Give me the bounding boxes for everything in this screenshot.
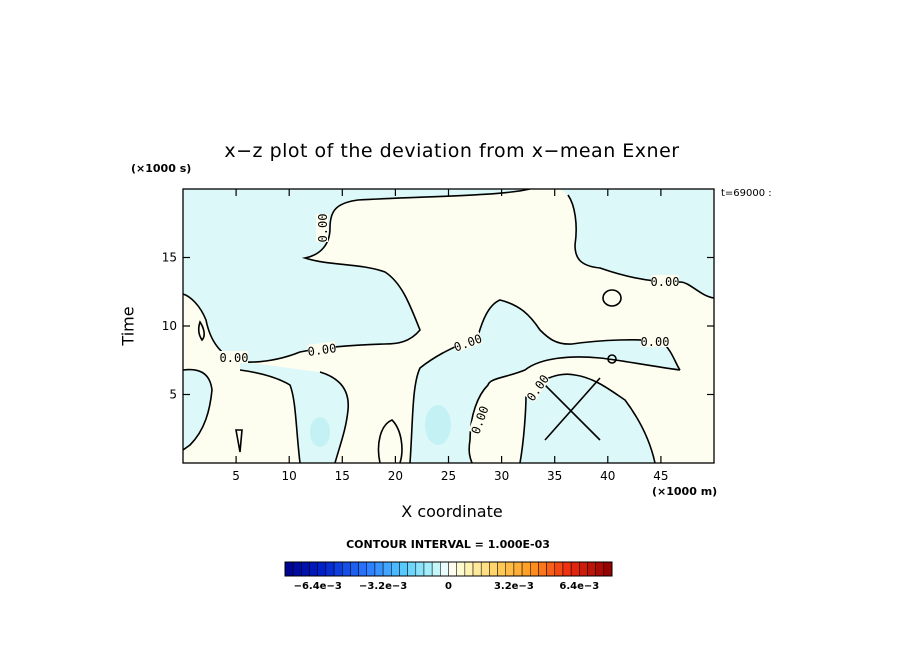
plot-fields — [183, 189, 714, 463]
x-tick-label: 45 — [653, 469, 668, 483]
negative-core-2 — [425, 405, 451, 445]
time-label: t=69000 : — [721, 188, 772, 199]
colorbar-tick-label: 6.4e−3 — [559, 581, 599, 592]
colorbar-swatch — [538, 561, 547, 577]
colorbar-swatch — [480, 561, 490, 577]
negative-region-upper-left — [183, 189, 530, 363]
contour-label: 0.00 — [220, 351, 249, 365]
colorbar-swatch — [366, 561, 376, 577]
negative-core-1 — [310, 417, 330, 447]
colorbar-swatch — [341, 561, 351, 577]
contour-label-bg — [524, 372, 551, 403]
negative-region-left-lower — [183, 369, 212, 450]
colorbar-swatch — [333, 561, 343, 577]
colorbar-swatch — [505, 561, 515, 577]
contour-interval-label: CONTOUR INTERVAL = 1.000E-03 — [346, 538, 550, 551]
colorbar-swatch — [292, 561, 302, 577]
colorbar-swatch — [497, 561, 506, 577]
colorbar-tick-label: −6.4e−3 — [294, 581, 342, 592]
colorbar-swatch — [301, 561, 310, 577]
colorbar-swatch — [391, 561, 400, 577]
colorbar-swatch — [546, 561, 556, 577]
colorbar-tick-label: −3.2e−3 — [359, 581, 407, 592]
x-axis-label: X coordinate — [401, 502, 503, 521]
x-tick-label: 15 — [335, 469, 350, 483]
y-tick-label: 5 — [169, 388, 177, 402]
x-axis-unit: (×1000 m) — [652, 485, 718, 498]
colorbar-swatch — [448, 561, 457, 577]
contour-labels: 0.000.00 0.00 0.000.000.000.000.00 — [220, 214, 680, 436]
colorbar-swatch — [595, 561, 605, 577]
chart-title: x−z plot of the deviation from x−mean Ex… — [224, 140, 680, 162]
y-tick-label: 10 — [162, 319, 177, 333]
contour-label: 0.00 — [641, 335, 670, 349]
colorbar-swatch — [521, 561, 531, 577]
y-axis-ticks: 5 10 15 — [162, 251, 714, 402]
x-tick-label: 5 — [232, 469, 240, 483]
colorbar-swatch — [464, 561, 474, 577]
colorbar-swatch — [407, 561, 417, 577]
x-tick-label: 30 — [494, 469, 509, 483]
colorbar-tick-label: 3.2e−3 — [494, 581, 534, 592]
colorbar-swatch — [350, 561, 359, 577]
colorbar-swatch — [530, 561, 539, 577]
contour-label-bg — [307, 341, 337, 357]
negative-region-upper-right — [560, 189, 714, 298]
colorbar-swatch — [554, 561, 564, 577]
colorbar-swatch — [603, 561, 613, 577]
colorbar-swatch — [456, 561, 466, 577]
colorbar-swatch — [489, 561, 498, 577]
contour-label-bg — [468, 404, 490, 435]
colorbar-ticks: −6.4e−3 −3.2e−3 0 3.2e−3 6.4e−3 — [294, 581, 600, 592]
negative-region-right-lower — [520, 374, 655, 463]
colorbar-swatch — [431, 561, 441, 577]
contour-label-bg — [641, 335, 669, 347]
contour-label: 0.00 — [307, 341, 338, 359]
x-tick-label: 40 — [600, 469, 615, 483]
colorbar-swatch — [309, 561, 318, 577]
colorbar-swatch — [399, 561, 408, 577]
colorbar-swatch — [325, 561, 335, 577]
colorbar-swatch — [472, 561, 482, 577]
colorbar-swatch — [562, 561, 572, 577]
x-tick-label: 20 — [388, 469, 403, 483]
colorbar-swatch — [423, 561, 433, 577]
y-axis-unit: (×1000 s) — [131, 162, 192, 175]
x-tick-label: 10 — [282, 469, 297, 483]
contour-label-bg — [316, 214, 328, 242]
colorbar-swatch — [382, 561, 392, 577]
contour-label-bg — [452, 331, 483, 353]
colorbar-swatch — [587, 561, 596, 577]
x-axis-ticks: 5 10 15 20 25 30 35 40 45 — [232, 189, 669, 483]
colorbar-swatch — [374, 561, 384, 577]
y-tick-label: 15 — [162, 251, 177, 265]
contour-label-bg — [220, 351, 248, 363]
x-tick-label: 35 — [547, 469, 562, 483]
colorbar-swatch — [579, 561, 588, 577]
colorbar — [284, 561, 613, 577]
colorbar-tick-label: 0 — [445, 581, 452, 592]
colorbar-swatch — [358, 561, 368, 577]
colorbar-swatch — [570, 561, 580, 577]
contour-label-bg — [651, 275, 679, 287]
colorbar-swatch — [415, 561, 425, 577]
contour-label: 0.00 — [316, 214, 330, 243]
colorbar-swatch — [284, 561, 294, 577]
contour-label: 0.00 — [651, 275, 680, 289]
colorbar-swatch — [440, 561, 449, 577]
colorbar-frame — [284, 561, 613, 577]
x-tick-label: 25 — [441, 469, 456, 483]
colorbar-swatch — [513, 561, 523, 577]
colorbar-swatch — [317, 561, 327, 577]
